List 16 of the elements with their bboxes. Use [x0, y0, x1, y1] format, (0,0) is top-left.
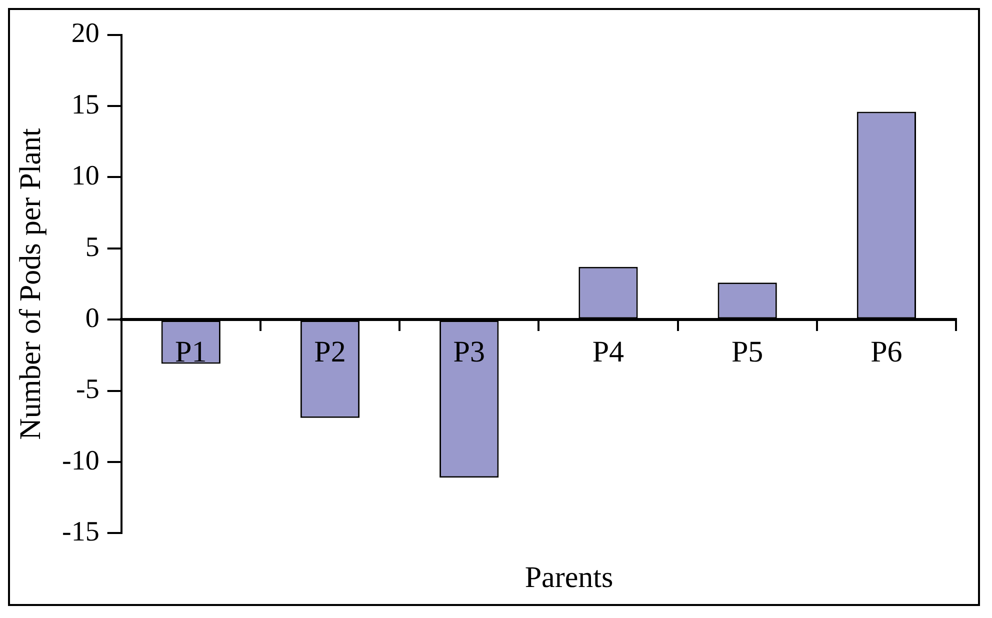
- x-axis-title: Parents: [524, 560, 614, 596]
- x-tick-label: P4: [592, 335, 624, 368]
- y-tick-label: 0: [85, 302, 100, 334]
- x-tick-label: P3: [453, 335, 485, 368]
- y-tick-label: -5: [76, 374, 100, 406]
- x-tick-label: P5: [731, 335, 764, 368]
- x-tick-label: P2: [314, 335, 346, 368]
- x-tick-label: P1: [175, 335, 207, 368]
- y-tick-label: 10: [71, 160, 100, 192]
- y-tick-label: -15: [62, 516, 100, 548]
- y-tick-label: 20: [71, 18, 100, 50]
- y-tick-label: 15: [71, 89, 100, 120]
- y-axis-title: Number of Pods per Plant: [14, 128, 47, 440]
- y-tick-label: -10: [62, 445, 100, 476]
- y-tick-label: 5: [85, 232, 100, 263]
- x-tick-label: P6: [870, 335, 902, 368]
